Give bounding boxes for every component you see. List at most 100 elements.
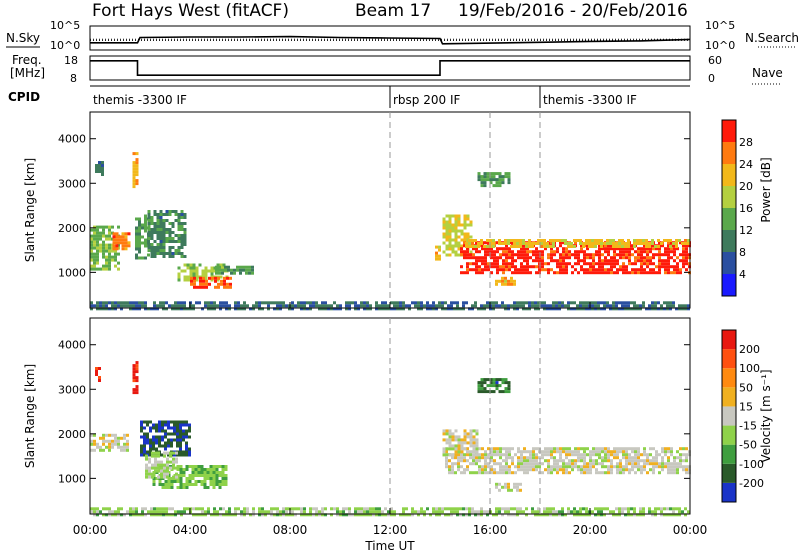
heatmap-cell xyxy=(188,480,192,483)
heatmap-cell xyxy=(658,262,661,266)
heatmap-cell xyxy=(466,265,469,269)
heatmap-cell xyxy=(185,477,189,480)
heatmap-cell xyxy=(496,450,499,454)
heatmap-cell xyxy=(185,435,188,439)
heatmap-cell xyxy=(445,226,449,230)
heatmap-cell xyxy=(445,441,449,445)
heatmap-cell xyxy=(168,304,171,308)
heatmap-cell xyxy=(511,447,514,451)
heatmap-cell xyxy=(188,465,192,468)
heatmap-cell xyxy=(321,507,324,511)
heatmap-cell xyxy=(246,507,249,511)
heatmap-cell xyxy=(552,301,555,305)
heatmap-cell xyxy=(384,304,387,308)
colorbar-segment xyxy=(722,142,736,164)
heatmap-cell xyxy=(93,234,96,238)
heatmap-cell xyxy=(156,304,159,308)
heatmap-cell xyxy=(129,307,132,311)
heatmap-cell xyxy=(448,244,452,248)
heatmap-cell xyxy=(306,301,309,305)
heatmap-cell xyxy=(185,423,188,427)
heatmap-cell xyxy=(155,423,158,427)
heatmap-cell xyxy=(475,271,478,275)
heatmap-cell xyxy=(463,235,467,239)
heatmap-cell xyxy=(204,269,208,273)
heatmap-cell xyxy=(381,307,384,311)
heatmap-cell xyxy=(185,444,188,448)
heatmap-cell xyxy=(90,252,93,256)
heatmap-cell xyxy=(96,258,99,262)
heatmap-cell xyxy=(681,304,684,308)
heatmap-cell xyxy=(231,513,234,517)
heatmap-cell xyxy=(670,462,673,466)
heatmap-cell xyxy=(652,256,655,260)
heatmap-cell xyxy=(111,258,114,262)
heatmap-cell xyxy=(487,247,490,251)
heatmap-cell xyxy=(528,239,531,242)
heatmap-cell xyxy=(226,285,229,289)
heatmap-cell xyxy=(682,259,685,263)
heatmap-cell xyxy=(183,301,186,305)
heatmap-cell xyxy=(478,447,481,451)
time-axis-label: Time UT xyxy=(364,539,415,553)
heatmap-cell xyxy=(490,456,493,460)
nsky-tick-low: 10^0 xyxy=(50,39,80,52)
heatmap-cell xyxy=(649,271,652,275)
heatmap-cell xyxy=(282,510,285,514)
heatmap-cell xyxy=(516,242,519,245)
heatmap-cell xyxy=(505,456,508,460)
heatmap-cell xyxy=(448,214,452,218)
heatmap-cell xyxy=(570,245,573,248)
heatmap-cell xyxy=(132,367,136,371)
heatmap-cell xyxy=(240,304,243,308)
heatmap-cell xyxy=(643,259,646,263)
heatmap-cell xyxy=(666,307,669,311)
heatmap-cell xyxy=(456,301,459,305)
heatmap-cell xyxy=(580,268,583,272)
heatmap-cell xyxy=(153,307,156,311)
heatmap-cell xyxy=(628,262,631,266)
heatmap-cell xyxy=(150,252,154,255)
heatmap-cell xyxy=(160,466,163,470)
heatmap-cell xyxy=(180,304,183,308)
heatmap-cell xyxy=(628,456,631,460)
heatmap-cell xyxy=(251,271,254,275)
heatmap-cell xyxy=(532,465,535,469)
heatmap-cell xyxy=(226,276,229,280)
heatmap-cell xyxy=(96,252,99,256)
heatmap-cell xyxy=(592,462,595,466)
heatmap-cell xyxy=(98,367,101,370)
heatmap-cell xyxy=(255,304,258,308)
heatmap-cell xyxy=(369,304,372,308)
heatmap-cell xyxy=(324,507,327,511)
heatmap-cell xyxy=(583,462,586,466)
heatmap-cell xyxy=(442,250,446,254)
heatmap-cell xyxy=(177,222,181,225)
heatmap-cell xyxy=(203,468,207,471)
heatmap-cell xyxy=(516,507,519,511)
heatmap-cell xyxy=(363,510,366,514)
heatmap-cell xyxy=(149,420,152,424)
heatmap-cell xyxy=(676,247,679,251)
heatmap-cell xyxy=(528,307,531,311)
heatmap-cell xyxy=(161,438,164,442)
heatmap-cell xyxy=(660,307,663,311)
heatmap-cell xyxy=(649,447,652,451)
heatmap-cell xyxy=(480,242,483,245)
heatmap-cell xyxy=(451,471,454,475)
heatmap-cell xyxy=(309,301,312,305)
heatmap-cell xyxy=(657,507,660,511)
heatmap-cell xyxy=(454,250,458,254)
heatmap-cell xyxy=(564,304,567,308)
heatmap-cell xyxy=(351,513,354,517)
heatmap-cell xyxy=(618,513,621,517)
heatmap-cell xyxy=(553,459,556,463)
heatmap-cell xyxy=(108,249,111,253)
heatmap-cell xyxy=(218,480,222,483)
heatmap-cell xyxy=(565,465,568,469)
heatmap-cell xyxy=(504,378,508,382)
heatmap-cell xyxy=(225,304,228,308)
heatmap-cell xyxy=(669,307,672,311)
heatmap-cell xyxy=(559,447,562,451)
heatmap-cell xyxy=(631,456,634,460)
